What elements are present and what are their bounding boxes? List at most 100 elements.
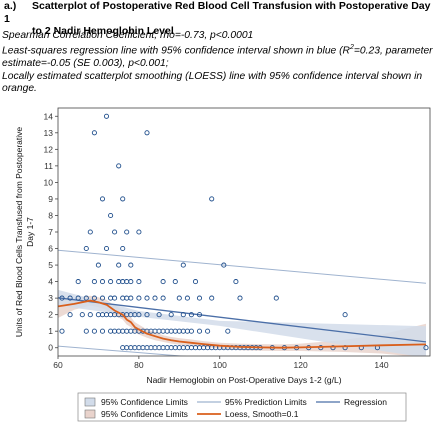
data-point: [112, 229, 118, 235]
data-point: [160, 295, 166, 301]
note-regression-sup: 2: [350, 44, 354, 52]
data-point: [59, 295, 65, 301]
data-point: [83, 295, 89, 301]
y-tick-label: 2: [48, 310, 53, 320]
y-tick-label: 6: [48, 244, 53, 254]
data-point: [124, 229, 130, 235]
legend-label: 95% Prediction Limits: [225, 397, 307, 407]
y-tick-label: 9: [48, 194, 53, 204]
legend-label: 95% Confidence Limits: [101, 409, 188, 419]
data-point: [221, 262, 227, 268]
data-point: [172, 279, 178, 285]
data-point: [192, 279, 199, 285]
figure-label: a.): [4, 0, 17, 12]
y-tick-label: 5: [48, 260, 53, 270]
data-point: [91, 295, 97, 301]
data-point: [423, 345, 429, 351]
data-point: [196, 328, 203, 334]
x-tick-label: 140: [374, 360, 388, 370]
y-tick-label: 11: [44, 161, 53, 171]
data-point: [108, 212, 114, 219]
figure-title: a.) Scatterplot of Postoperative Red Bloo…: [4, 0, 438, 38]
figure-title-line2: to 2 Nadir Hemoglobin Level: [32, 25, 174, 37]
data-point: [233, 279, 239, 285]
data-point: [108, 279, 114, 285]
data-point: [103, 113, 110, 119]
plot-frame: [57, 107, 431, 357]
note-spearman: Spearman Correlation Coefficient, rho=-0…: [2, 30, 254, 41]
note-regression-b: =0.23, parameter estimate=-0.05 (SE 0.00…: [2, 45, 433, 70]
y-tick-label: 13: [44, 128, 54, 138]
y-tick-label: 8: [48, 210, 53, 220]
data-point: [205, 328, 211, 334]
data-point: [136, 312, 142, 318]
y-tick-label: 12: [44, 144, 54, 154]
data-point: [136, 295, 142, 301]
data-point: [59, 328, 65, 334]
data-point: [330, 345, 336, 351]
data-point: [342, 312, 348, 318]
figure-title-line1: Scatterplot of Postoperative Red Blood C…: [4, 0, 431, 25]
data-point: [188, 328, 194, 334]
data-point: [152, 295, 158, 301]
data-point: [128, 295, 134, 301]
prediction-limit-upper: [58, 249, 427, 284]
data-point: [144, 130, 150, 136]
data-point: [180, 312, 186, 318]
data-point: [225, 328, 231, 334]
data-point: [75, 279, 81, 285]
data-point: [180, 262, 186, 268]
legend-swatch-band: [84, 409, 96, 419]
data-point: [144, 312, 150, 318]
data-point: [112, 295, 118, 301]
note-loess: Locally estimated scatterplot smoothing …: [2, 70, 423, 95]
y-tick-label: 0: [48, 343, 53, 353]
data-point: [120, 245, 126, 252]
legend-label: 95% Confidence Limits: [101, 397, 188, 407]
prediction-limit-lower: [58, 345, 187, 356]
note-regression: Least-squares regression line with 95% c…: [2, 42, 438, 70]
data-point: [95, 312, 101, 318]
legend-label: Loess, Smooth=0.1: [225, 409, 299, 419]
data-point: [136, 229, 142, 235]
y-tick-label: 10: [44, 177, 54, 187]
data-point: [91, 328, 97, 334]
data-point: [99, 295, 106, 301]
regression-line: [58, 297, 427, 343]
data-point: [87, 229, 93, 235]
y-axis-label: Units of Red Blood Cells Transfused from…: [14, 127, 35, 338]
data-point: [273, 295, 279, 301]
data-point: [91, 279, 97, 285]
legend-label: Regression: [344, 397, 387, 407]
data-point: [176, 295, 182, 301]
y-tick-label: 4: [48, 277, 53, 287]
data-point: [67, 312, 73, 318]
data-point: [160, 279, 166, 285]
data-point: [83, 328, 89, 334]
data-point: [188, 312, 194, 318]
data-point: [95, 262, 101, 268]
data-point: [116, 163, 122, 169]
note-regression-a: Least-squares regression line with 95% c…: [2, 45, 350, 57]
data-point: [75, 295, 81, 301]
x-tick-label: 120: [294, 360, 308, 370]
x-tick-label: 80: [134, 360, 144, 370]
data-point: [116, 262, 122, 268]
y-axis-label-line2: Day 1-7: [25, 217, 35, 247]
data-point: [209, 295, 215, 301]
data-point: [91, 130, 97, 136]
data-point: [209, 196, 215, 202]
data-point: [196, 312, 203, 318]
data-point: [99, 328, 106, 334]
data-point: [99, 196, 106, 202]
legend-swatch-band: [84, 397, 96, 407]
y-tick-label: 7: [48, 227, 53, 237]
data-point: [156, 312, 162, 318]
x-axis-label: Nadir Hemoglobin on Post-Operative Days …: [146, 375, 341, 385]
data-point: [136, 279, 142, 285]
data-point: [67, 295, 73, 301]
data-point: [128, 279, 134, 285]
data-point: [237, 295, 243, 301]
data-point: [144, 295, 150, 301]
